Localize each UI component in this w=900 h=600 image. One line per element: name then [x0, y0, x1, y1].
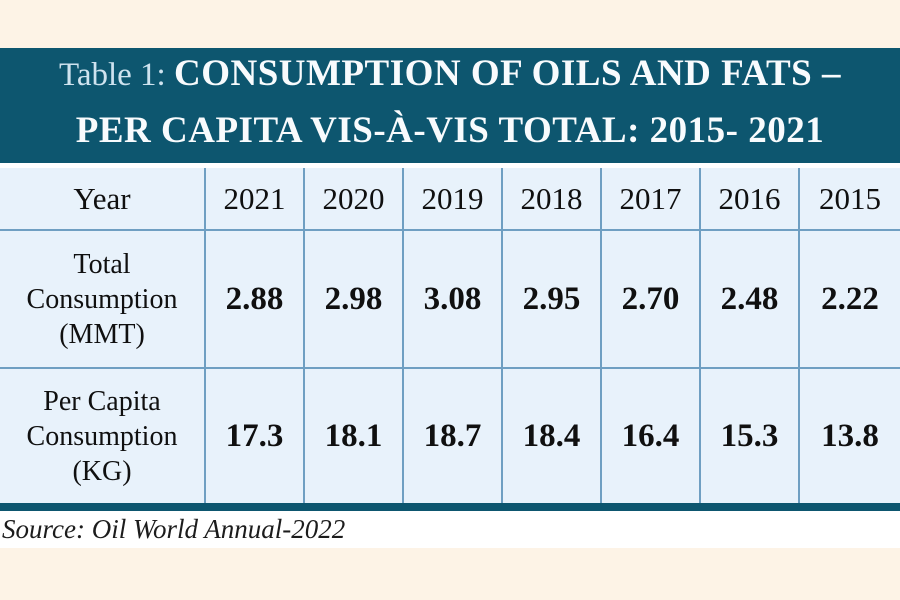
year-row-label: Year — [73, 180, 131, 216]
title-text-line1: CONSUMPTION OF OILS AND FATS – — [173, 52, 841, 94]
row-label-total-consumption: Total Consumption (MMT) — [0, 229, 205, 368]
year-header-2016: 2016 — [699, 168, 799, 230]
title-text-line2: PER CAPITA VIS-À-VIS TOTAL: 2015- 2021 — [75, 109, 825, 151]
total-value-2017: 2.70 — [600, 229, 700, 368]
title-line-1: Table 1: CONSUMPTION OF OILS AND FATS – — [59, 49, 841, 106]
table-header-row: Year 2021 2020 2019 2018 2017 2016 2015 — [0, 168, 900, 230]
total-value-2021: 2.88 — [204, 229, 304, 368]
capita-value-2019: 18.7 — [402, 367, 502, 503]
total-value-2015: 2.22 — [798, 229, 900, 368]
total-value-2016: 2.48 — [699, 229, 799, 368]
row-label-per-capita: Per Capita Consumption (KG) — [0, 367, 205, 503]
total-value-2019: 3.08 — [402, 229, 502, 368]
year-header-2019: 2019 — [402, 168, 502, 230]
year-header-2015: 2015 — [798, 168, 900, 230]
capita-value-2020: 18.1 — [303, 367, 403, 503]
total-consumption-row: Total Consumption (MMT) 2.88 2.98 3.08 2… — [0, 229, 900, 368]
title-line-2: PER CAPITA VIS-À-VIS TOTAL: 2015- 2021 — [76, 106, 825, 163]
capita-value-2018: 18.4 — [501, 367, 601, 503]
year-header-2018: 2018 — [501, 168, 601, 230]
per-capita-row: Per Capita Consumption (KG) 17.3 18.1 18… — [0, 367, 900, 503]
source-band: Source: Oil World Annual-2022 — [0, 511, 900, 548]
source-note: Source: Oil World Annual-2022 — [2, 514, 346, 544]
bottom-cream-band — [0, 548, 900, 600]
total-value-2018: 2.95 — [501, 229, 601, 368]
consumption-table: Year 2021 2020 2019 2018 2017 2016 2015 … — [0, 168, 900, 503]
total-value-2020: 2.98 — [303, 229, 403, 368]
capita-value-2017: 16.4 — [600, 367, 700, 503]
banner-table-divider — [0, 163, 900, 168]
year-header-2020: 2020 — [303, 168, 403, 230]
table-number-label: Table 1: — [58, 56, 174, 93]
year-header-2021: 2021 — [204, 168, 304, 230]
table-bottom-accent-bar — [0, 503, 900, 511]
title-banner: Table 1: CONSUMPTION OF OILS AND FATS – … — [0, 48, 900, 163]
capita-value-2015: 13.8 — [798, 367, 900, 503]
year-header-2017: 2017 — [600, 168, 700, 230]
top-cream-band — [0, 0, 900, 48]
capita-value-2021: 17.3 — [204, 367, 304, 503]
capita-value-2016: 15.3 — [699, 367, 799, 503]
